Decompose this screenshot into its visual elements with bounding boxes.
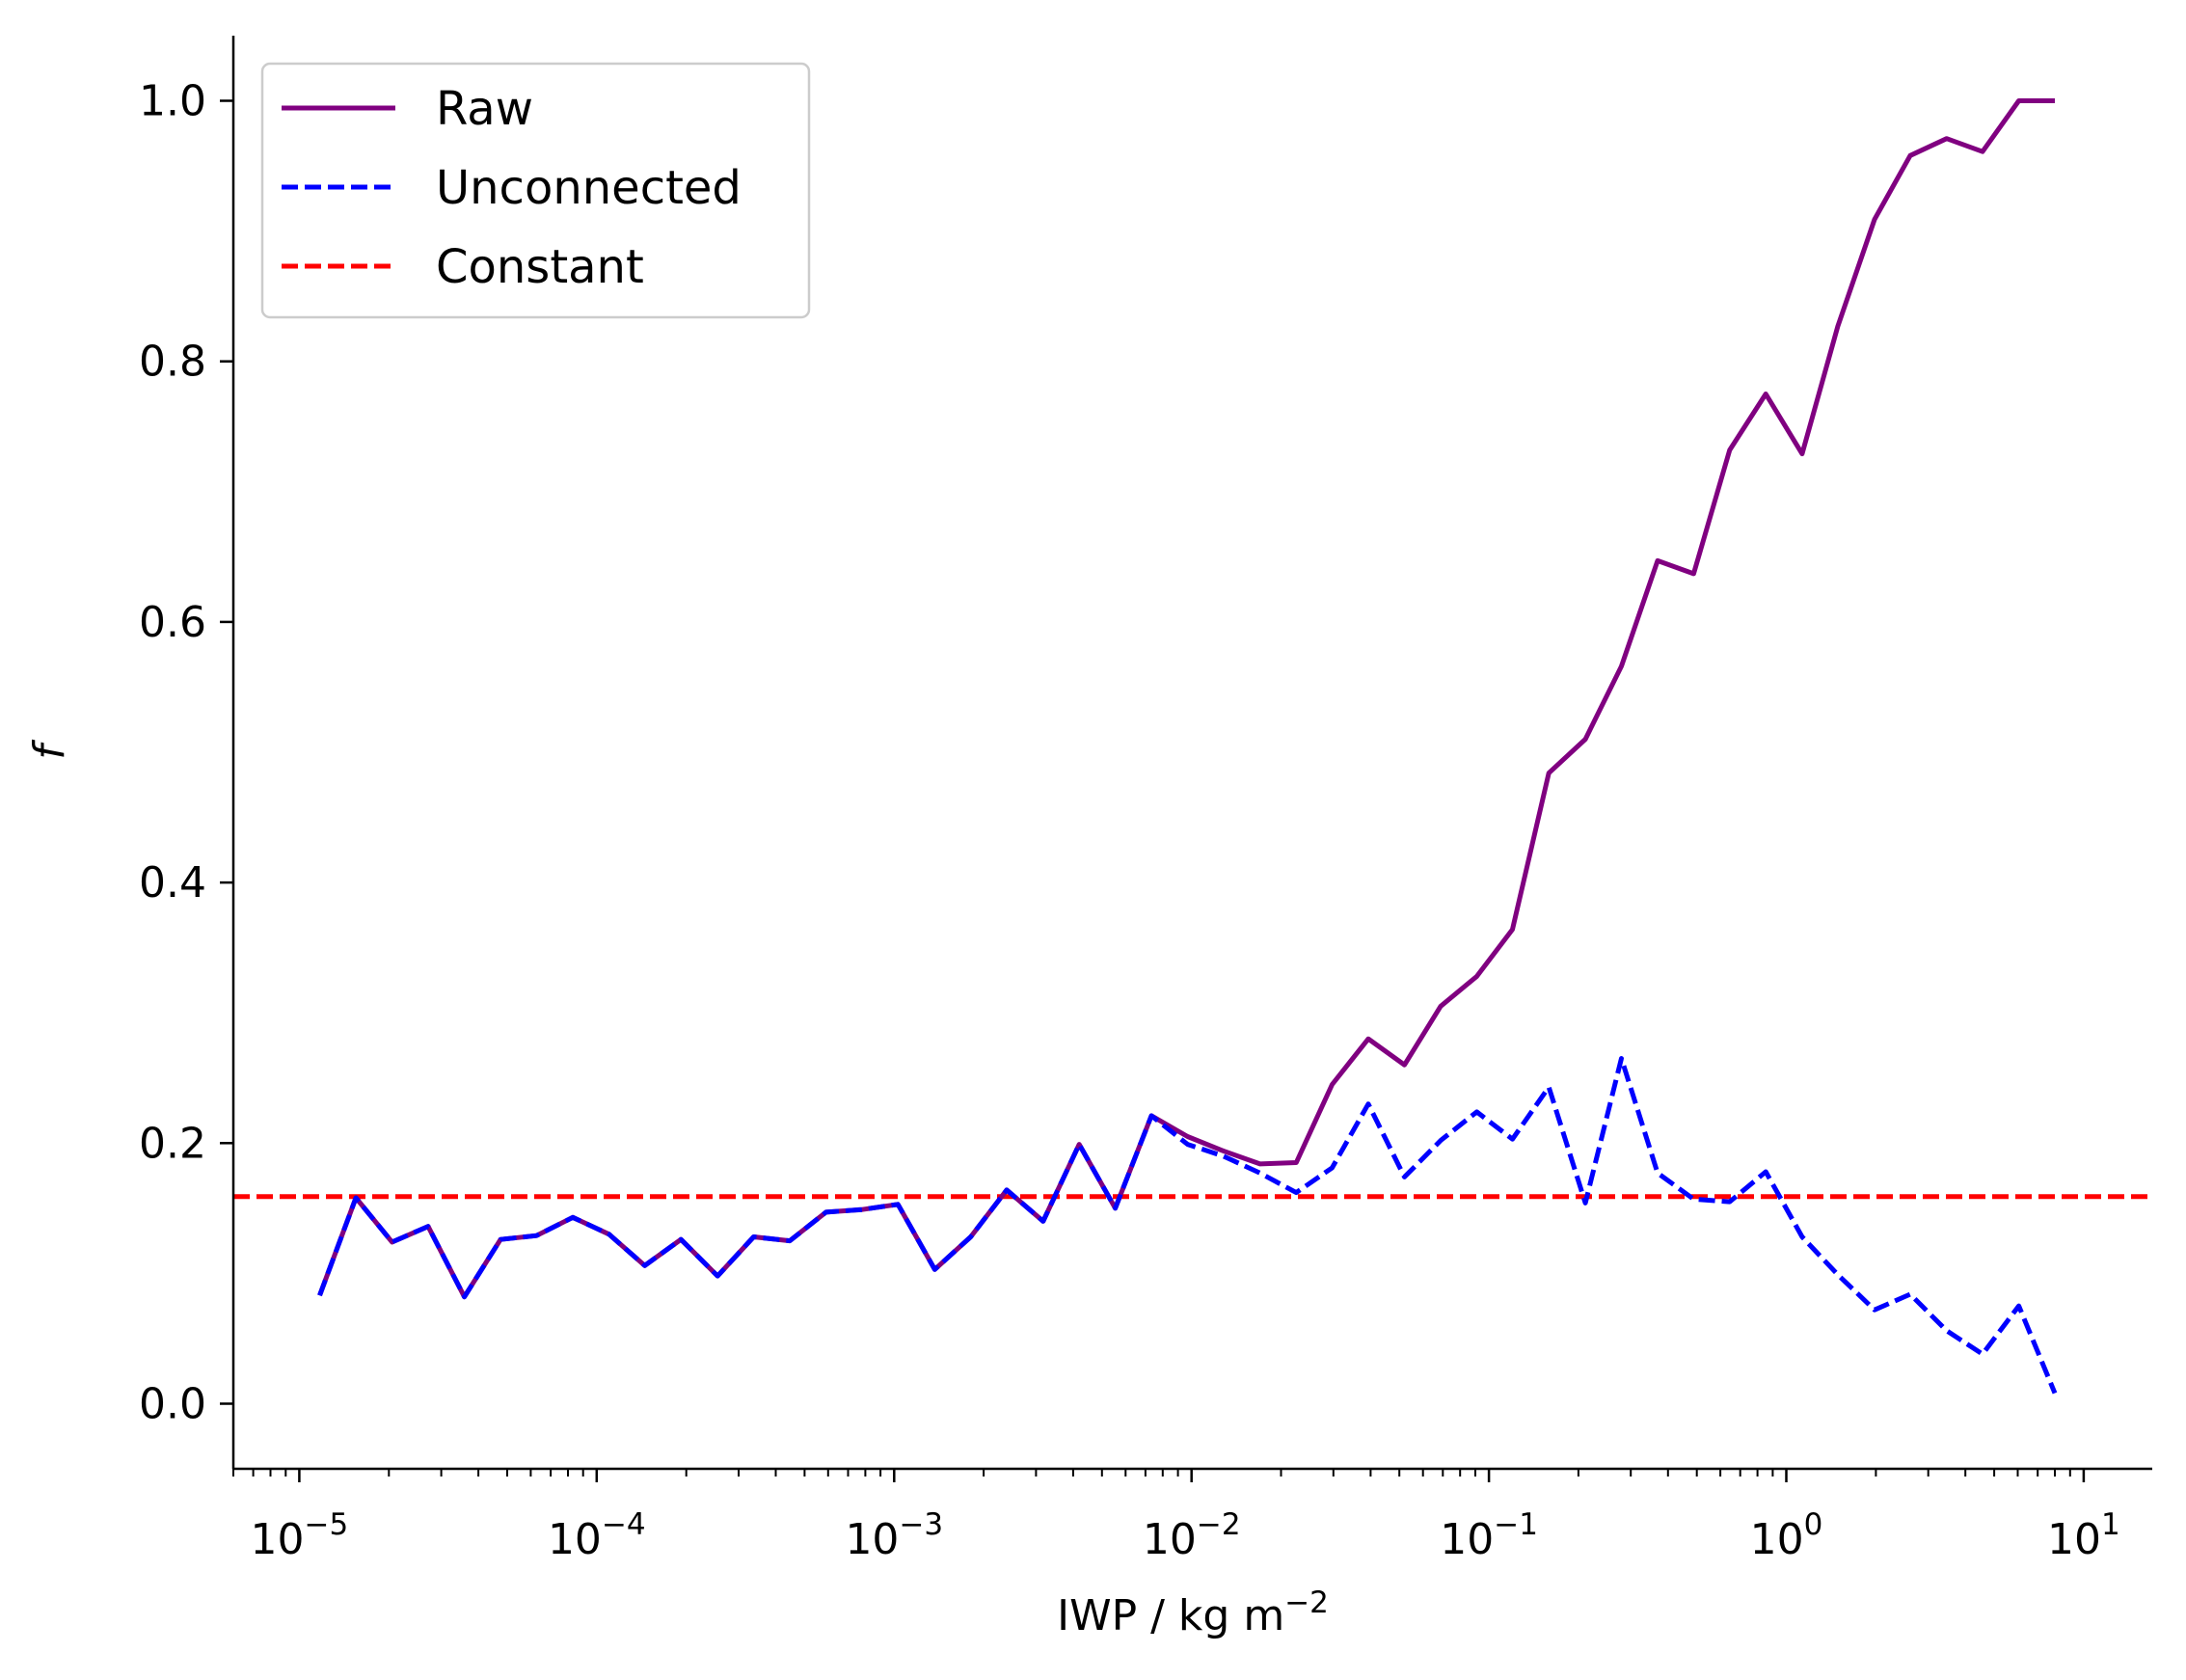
x-tick-label-base: 10: [2047, 1515, 2101, 1564]
plot-area: 10−5 10−4 10−3 10−2 10−1 100 101 0.00.20.40.60…: [139, 36, 2152, 1564]
x-tick-label-base: 10: [251, 1515, 305, 1564]
legend: Raw Unconnected Constant: [260, 62, 811, 319]
x-tick-label-base: 10: [1440, 1515, 1494, 1564]
y-ticks: 0.0 0.2 0.4 0.6 0.8 1.0: [139, 77, 233, 1429]
x-tick-label-exponent: −3: [899, 1507, 943, 1542]
x-tick-label-base: 10: [548, 1515, 602, 1564]
legend-frame: [260, 62, 811, 319]
x-tick-label: 10−5: [251, 1507, 349, 1564]
x-tick-label-exponent: 1: [2101, 1507, 2120, 1542]
y-tick-label: 0.4: [139, 858, 206, 908]
x-tick-label: 10−4: [548, 1507, 646, 1564]
y-tick-label: 0.0: [139, 1380, 206, 1429]
legend-label-constant: Constant: [436, 240, 644, 294]
x-tick-label-exponent: −2: [1197, 1507, 1241, 1542]
x-tick-label: 10−1: [1440, 1507, 1538, 1564]
y-tick-label: 0.6: [139, 598, 206, 647]
series-line-unconnected: [317, 1056, 2058, 1395]
y-tick-label: 0.2: [139, 1119, 206, 1168]
x-tick-label-exponent: −1: [1494, 1507, 1538, 1542]
y-tick-label: 0.8: [139, 338, 206, 387]
legend-label-raw: Raw: [436, 82, 533, 136]
x-axis-label-exponent: −2: [1284, 1585, 1329, 1620]
x-tick-label: 101: [2047, 1507, 2120, 1564]
series-layer: [233, 98, 2152, 1395]
x-tick-label: 100: [1750, 1507, 1823, 1564]
y-tick-label: 1.0: [139, 77, 206, 126]
legend-items: Raw Unconnected Constant: [282, 82, 742, 294]
x-tick-label-exponent: 0: [1804, 1507, 1823, 1542]
y-axis-label: f: [25, 739, 74, 760]
x-tick-label-exponent: −5: [305, 1507, 349, 1542]
x-axis-label: IWP / kg m−2: [1057, 1585, 1329, 1640]
x-tick-label-base: 10: [845, 1515, 899, 1564]
x-tick-label-base: 10: [1750, 1515, 1804, 1564]
x-axis-label-text: IWP / kg m: [1057, 1591, 1284, 1640]
x-tick-label: 10−2: [1143, 1507, 1241, 1564]
x-tick-label-exponent: −4: [602, 1507, 646, 1542]
x-ticks: 10−5 10−4 10−3 10−2 10−1 100 101: [232, 1469, 2120, 1564]
x-tick-label-base: 10: [1143, 1515, 1197, 1564]
x-tick-label: 10−3: [845, 1507, 943, 1564]
legend-label-unconnected: Unconnected: [436, 161, 742, 215]
